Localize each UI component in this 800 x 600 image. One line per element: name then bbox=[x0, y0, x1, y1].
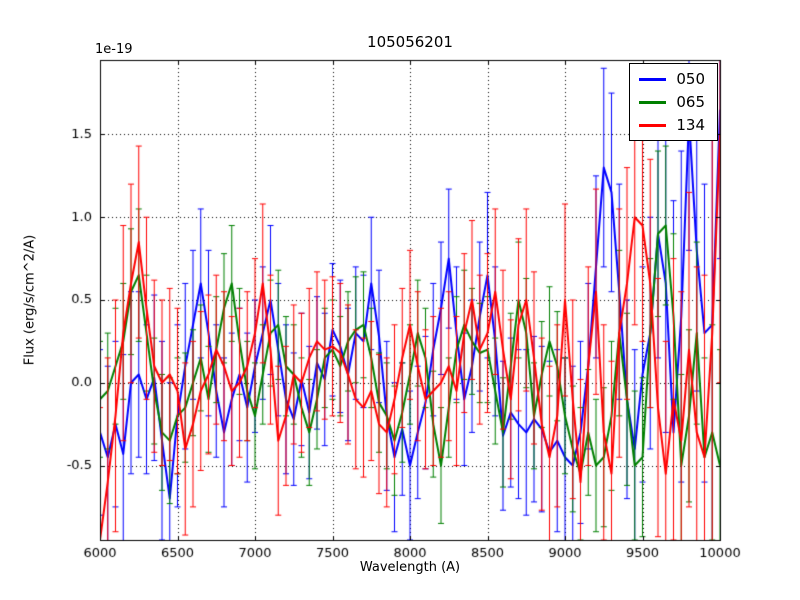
legend-line-swatch-green bbox=[639, 100, 667, 104]
y-axis-label: Flux (erg/s/cm^2/A) bbox=[22, 234, 38, 366]
legend: 050 065 134 bbox=[629, 63, 718, 141]
legend-label-134: 134 bbox=[676, 116, 705, 134]
y-axis-offset-label: 1e-19 bbox=[95, 42, 133, 57]
x-axis-label: Wavelength (A) bbox=[359, 560, 461, 575]
legend-label-050: 050 bbox=[676, 70, 705, 88]
legend-line-swatch-blue bbox=[639, 77, 667, 81]
legend-item-050: 050 bbox=[639, 70, 705, 88]
legend-item-134: 134 bbox=[639, 116, 705, 134]
legend-line-swatch-red bbox=[639, 123, 667, 127]
plot-title: 105056201 bbox=[367, 33, 453, 51]
legend-label-065: 065 bbox=[676, 93, 705, 111]
legend-item-065: 065 bbox=[639, 93, 705, 111]
